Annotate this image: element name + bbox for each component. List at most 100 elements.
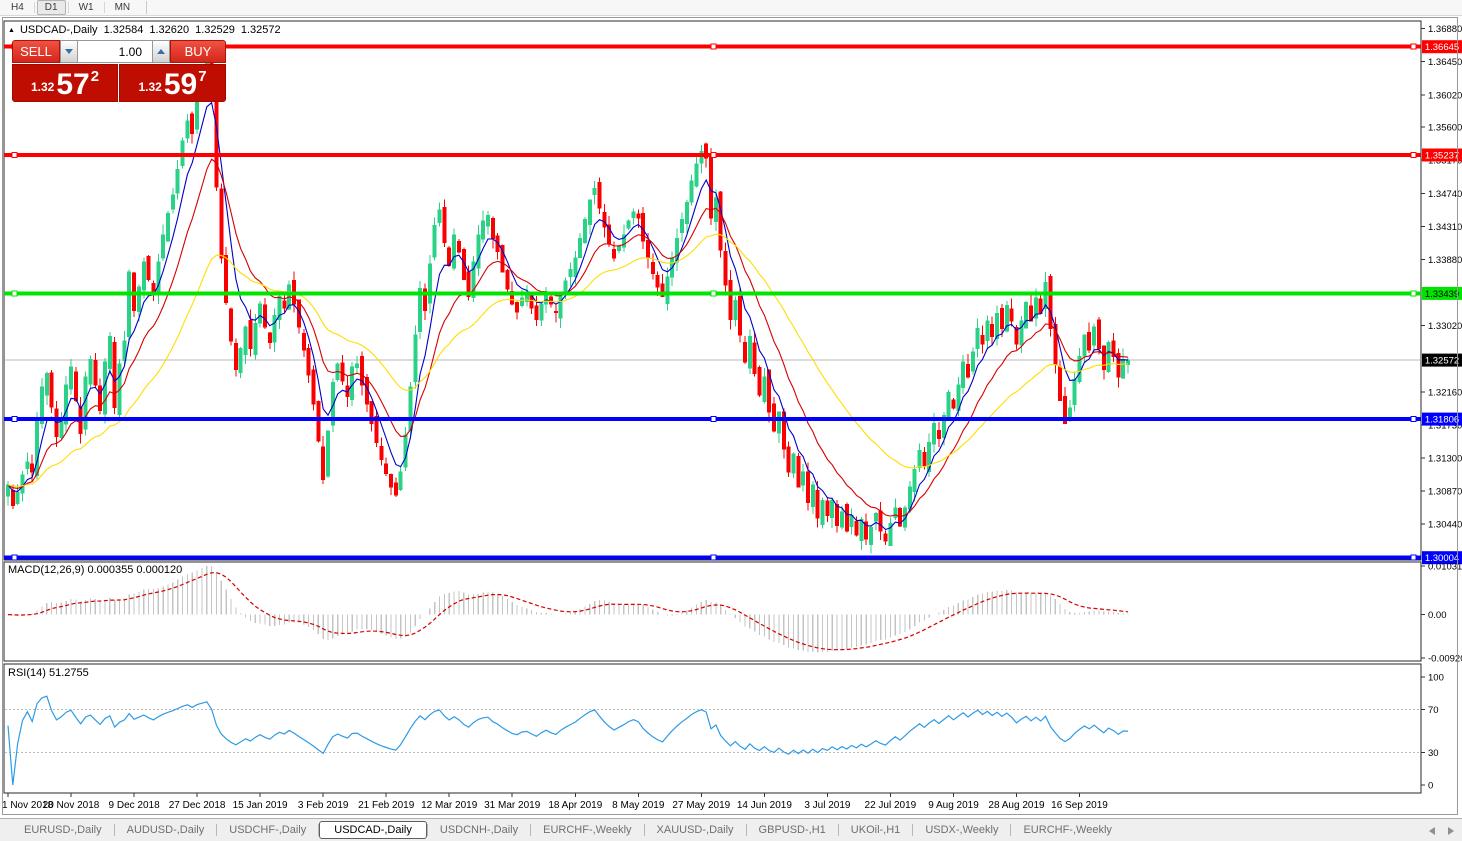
svg-text:0.00: 0.00	[1428, 610, 1447, 621]
tab-audusd-daily[interactable]: AUDUSD-,Daily	[126, 824, 205, 836]
tab-xauusd-daily[interactable]: XAUUSD-,Daily	[656, 824, 734, 836]
sell-price-display[interactable]: 1.32 57 2	[12, 64, 118, 102]
price-axis[interactable]: 1.368801.364501.360201.356001.351701.347…	[1421, 24, 1462, 531]
svg-text:1.30004: 1.30004	[1425, 553, 1459, 564]
svg-text:16 Sep 2019: 16 Sep 2019	[1051, 800, 1108, 811]
svg-text:1.36880: 1.36880	[1428, 24, 1462, 35]
tab-eurchf-weekly[interactable]: EURCHF-,Weekly	[1023, 824, 1112, 836]
svg-text:1.36450: 1.36450	[1428, 57, 1462, 68]
tab-separator	[837, 824, 839, 836]
svg-text:1.33020: 1.33020	[1428, 321, 1462, 332]
tab-eurusd-daily[interactable]: EURUSD-,Daily	[24, 824, 102, 836]
svg-text:12 Mar 2019: 12 Mar 2019	[421, 800, 478, 811]
svg-text:1.36645: 1.36645	[1425, 42, 1459, 53]
tab-separator	[318, 824, 320, 836]
svg-text:1.35600: 1.35600	[1428, 123, 1462, 134]
chart-title: ▲ USDCAD-,Daily 1.32584 1.32620 1.32529 …	[8, 24, 281, 36]
svg-text:1.32160: 1.32160	[1428, 387, 1462, 398]
rsi-label: RSI(14) 51.2755	[8, 667, 89, 679]
sell-price-prefix: 1.32	[30, 80, 55, 94]
svg-text:15 Jan 2019: 15 Jan 2019	[233, 800, 288, 811]
tab-usdcnh-daily[interactable]: USDCNH-,Daily	[439, 824, 519, 836]
svg-text:3 Jul 2019: 3 Jul 2019	[804, 800, 851, 811]
macd-axis[interactable]: 0.010311 0.00 -0.009203	[1421, 562, 1462, 665]
tab-gbpusd-h1[interactable]: GBPUSD-,H1	[758, 824, 826, 836]
tab-ukoil-h1[interactable]: UKOil-,H1	[850, 824, 901, 836]
ohlc-open: 1.32584	[103, 24, 144, 36]
svg-text:1.30440: 1.30440	[1428, 520, 1462, 531]
chart-tab-bar: EURUSD-,Daily AUDUSD-,Daily USDCHF-,Daily U…	[0, 818, 1462, 841]
triangle-up-icon	[157, 49, 165, 54]
svg-text:1.31806: 1.31806	[1425, 415, 1459, 426]
buy-button[interactable]: BUY	[170, 40, 226, 63]
collapse-icon[interactable]: ▲	[8, 26, 15, 34]
svg-text:1.30870: 1.30870	[1428, 487, 1462, 498]
tab-separator	[643, 824, 645, 836]
svg-text:9 Aug 2019: 9 Aug 2019	[928, 800, 979, 811]
horizontal-line-1-30004[interactable]	[4, 554, 1421, 561]
svg-text:18 Apr 2019: 18 Apr 2019	[548, 800, 602, 811]
tab-separator	[426, 824, 428, 836]
tab-separator	[216, 824, 218, 836]
svg-text:1.33439: 1.33439	[1425, 289, 1459, 300]
volume-input[interactable]	[78, 40, 152, 63]
tab-usdchf-daily[interactable]: USDCHF-,Daily	[229, 824, 307, 836]
svg-text:22 Jul 2019: 22 Jul 2019	[865, 800, 917, 811]
svg-text:70: 70	[1428, 705, 1439, 716]
toolbar-separator	[103, 2, 105, 13]
rsi-level-lines	[5, 708, 1420, 754]
tab-scroll-right-button[interactable]	[1448, 826, 1454, 835]
svg-text:1.31300: 1.31300	[1428, 454, 1462, 465]
svg-text:27 May 2019: 27 May 2019	[672, 800, 730, 811]
timeframe-toolbar: H4 D1 W1 MN	[0, 0, 1462, 16]
rsi-axis[interactable]: 100 70 30 0	[1421, 673, 1444, 792]
moving-average-lines	[7, 101, 1129, 531]
candlestick-series	[6, 49, 1130, 554]
sell-button[interactable]: SELL	[12, 40, 60, 63]
svg-text:8 May 2019: 8 May 2019	[612, 800, 665, 811]
ohlc-high: 1.32620	[149, 24, 190, 36]
svg-text:1.34310: 1.34310	[1428, 222, 1462, 233]
buy-price-prefix: 1.32	[138, 80, 162, 94]
tab-scroll-left-button[interactable]	[1429, 826, 1435, 835]
sell-price-sup: 2	[90, 68, 100, 85]
svg-text:0: 0	[1428, 781, 1433, 792]
timeframe-button-h4[interactable]: H4	[11, 2, 24, 13]
sell-price-big: 57	[56, 68, 90, 101]
buy-price-display[interactable]: 1.32 59 7	[119, 64, 226, 102]
svg-text:1.33880: 1.33880	[1428, 255, 1462, 266]
svg-text:30: 30	[1428, 748, 1439, 759]
tab-eurchf-weekly[interactable]: EURCHF-,Weekly	[543, 824, 632, 836]
current-price-chip	[1422, 353, 1462, 367]
timeframe-button-d1[interactable]: D1	[36, 0, 66, 15]
svg-text:-0.009203: -0.009203	[1428, 654, 1462, 665]
macd-label: MACD(12,26,9) 0.000355 0.000120	[8, 564, 183, 576]
volume-decrease-button[interactable]	[60, 40, 78, 63]
ohlc-low: 1.32529	[195, 24, 235, 36]
ohlc-close: 1.32572	[240, 24, 281, 36]
svg-text:31 Mar 2019: 31 Mar 2019	[484, 800, 541, 811]
tab-separator	[912, 824, 914, 836]
tab-usdx-weekly[interactable]: USDX-,Weekly	[925, 824, 999, 836]
buy-price-sup: 7	[198, 68, 207, 85]
toolbar-separator	[67, 2, 69, 13]
horizontal-line-1-35237[interactable]	[4, 152, 1421, 158]
timeframe-button-w1[interactable]: W1	[78, 2, 94, 13]
volume-increase-button[interactable]	[152, 40, 170, 63]
timeframe-button-mn[interactable]: MN	[114, 2, 131, 13]
tab-usdcad-daily[interactable]: USDCAD-,Daily	[319, 821, 427, 839]
horizontal-line-1-33439[interactable]	[4, 290, 1421, 297]
svg-text:9 Dec 2018: 9 Dec 2018	[109, 800, 161, 811]
macd-histogram	[12, 566, 1129, 653]
svg-text:14 Jun 2019: 14 Jun 2019	[737, 800, 792, 811]
svg-text:21 Feb 2019: 21 Feb 2019	[358, 800, 415, 811]
svg-text:1.31730: 1.31730	[1428, 420, 1462, 431]
tab-scroll-controls	[1429, 819, 1454, 841]
svg-text:100: 100	[1428, 673, 1444, 684]
horizontal-line-1-31806[interactable]	[4, 416, 1421, 423]
svg-text:20 Nov 2018: 20 Nov 2018	[43, 800, 100, 811]
